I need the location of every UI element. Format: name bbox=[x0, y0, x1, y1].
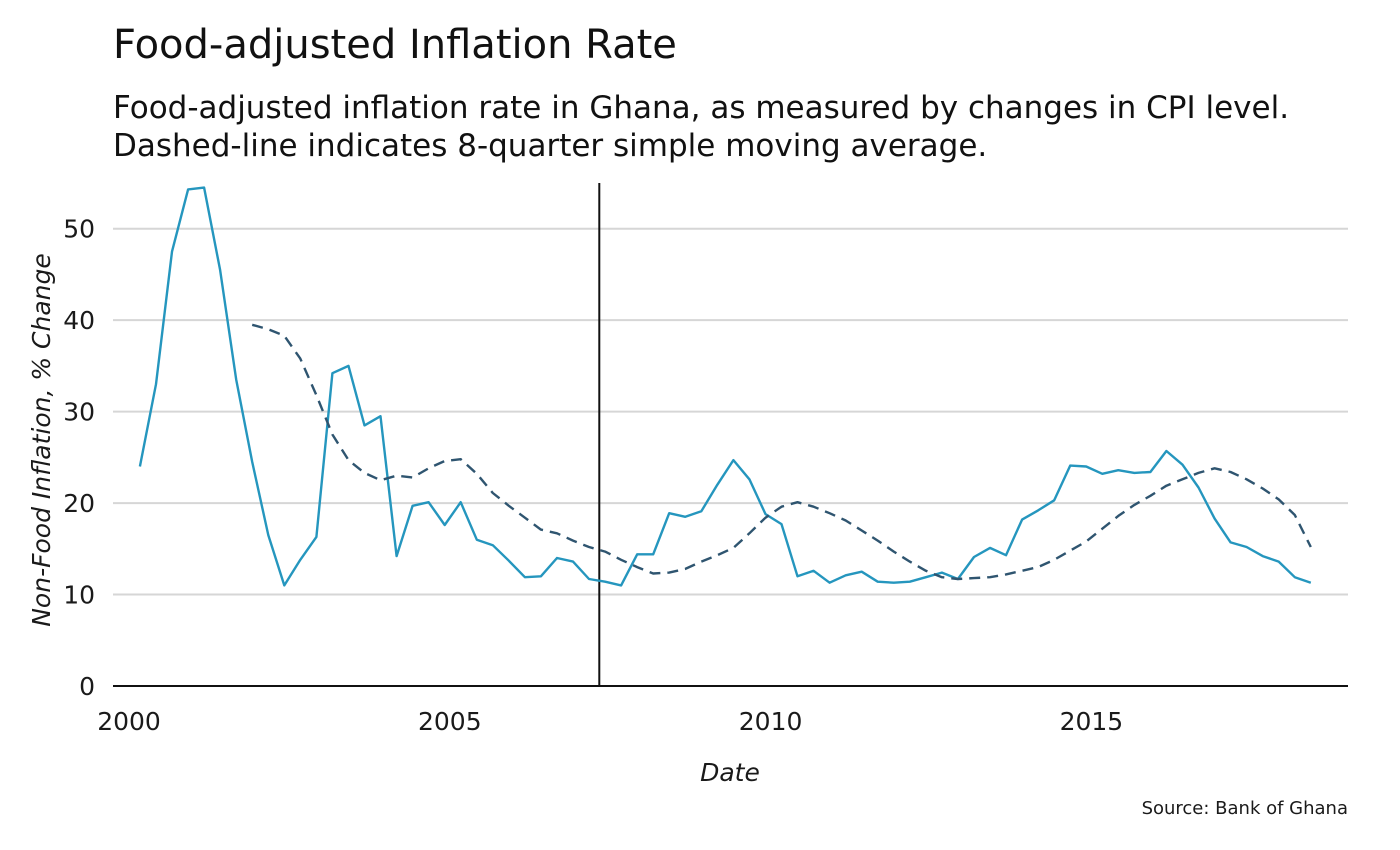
y-tick-label: 40 bbox=[63, 306, 95, 335]
y-tick-label: 20 bbox=[63, 489, 95, 518]
y-axis-label: Non-Food Inflation, % Change bbox=[27, 253, 56, 627]
x-tick-label: 2005 bbox=[418, 707, 482, 736]
chart-subtitle: Food-adjusted inflation rate in Ghana, a… bbox=[113, 90, 1290, 164]
x-tick-label: 2000 bbox=[97, 707, 161, 736]
y-tick-label: 30 bbox=[63, 398, 95, 427]
chart-title: Food-adjusted Inflation Rate bbox=[113, 22, 677, 68]
axes: 0 10 20 30 40 50 2000 2005 2010 2015 bbox=[63, 215, 1348, 736]
source-caption: Source: Bank of Ghana bbox=[1142, 798, 1348, 819]
gridlines bbox=[113, 227, 1348, 596]
x-tick-label: 2010 bbox=[739, 707, 803, 736]
y-tick-label: 0 bbox=[79, 672, 95, 701]
series-layer bbox=[138, 183, 1312, 686]
x-tick-label: 2015 bbox=[1060, 707, 1124, 736]
y-tick-label: 10 bbox=[63, 581, 95, 610]
y-tick-label: 50 bbox=[63, 215, 95, 244]
moving-average-line bbox=[251, 323, 1312, 581]
inflation-line bbox=[138, 186, 1312, 587]
x-axis-label: Date bbox=[700, 758, 760, 787]
